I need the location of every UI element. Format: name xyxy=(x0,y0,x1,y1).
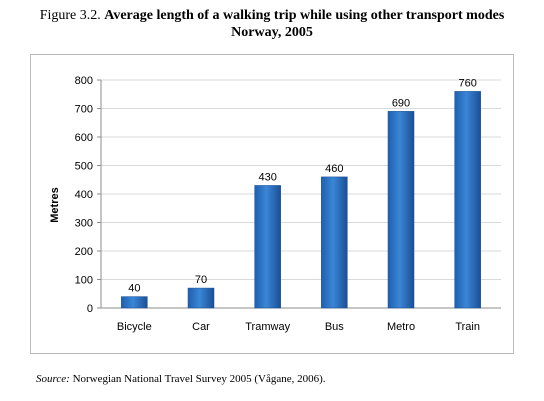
y-tick-label: 100 xyxy=(75,275,93,287)
y-tick-label: 600 xyxy=(75,132,93,144)
y-tick-label: 300 xyxy=(75,218,93,230)
source-text: Norwegian National Travel Survey 2005 (V… xyxy=(72,373,326,385)
y-tick-label: 400 xyxy=(75,189,93,201)
data-label: 430 xyxy=(258,171,276,183)
bar-car xyxy=(187,287,215,309)
bar-bicycle xyxy=(121,296,148,309)
data-label: 40 xyxy=(128,283,140,295)
bar-tramway xyxy=(254,185,281,309)
x-tick-label: Bus xyxy=(325,321,344,333)
figure-title-line2: Norway, 2005 xyxy=(231,25,313,40)
bar-chart: 0 100 200 300 400 500 600 700 800 40 Bicycle 70 Car 4… xyxy=(49,75,501,333)
x-tick-label: Car xyxy=(192,321,210,333)
y-tick-label: 800 xyxy=(75,75,93,87)
bar-train xyxy=(454,91,481,309)
y-tick-label: 0 xyxy=(87,303,93,315)
bar-metro xyxy=(387,111,415,309)
y-axis-label: Metres xyxy=(49,187,61,222)
x-tick-label: Metro xyxy=(387,321,415,333)
figure-title: Figure 3.2. Average length of a walking … xyxy=(0,7,544,41)
data-label: 690 xyxy=(392,97,410,109)
y-tick-label: 700 xyxy=(75,104,93,116)
source-label: Source: xyxy=(36,373,70,385)
x-tick-label: Bicycle xyxy=(117,321,152,333)
bar-bus xyxy=(321,176,348,309)
chart-frame: 0 100 200 300 400 500 600 700 800 40 Bicycle 70 Car 4… xyxy=(30,54,514,354)
y-tick-label: 500 xyxy=(75,161,93,173)
data-label: 70 xyxy=(195,274,207,286)
figure-title-line1: Average length of a walking trip while u… xyxy=(104,8,505,23)
source-note: Source: Norwegian National Travel Survey… xyxy=(36,373,326,385)
data-label: 460 xyxy=(325,163,343,175)
figure-number: Figure 3.2. xyxy=(39,8,101,23)
y-tick-label: 200 xyxy=(75,246,93,258)
x-tick-label: Train xyxy=(455,321,480,333)
data-label: 760 xyxy=(458,77,476,89)
x-tick-label: Tramway xyxy=(245,321,290,333)
